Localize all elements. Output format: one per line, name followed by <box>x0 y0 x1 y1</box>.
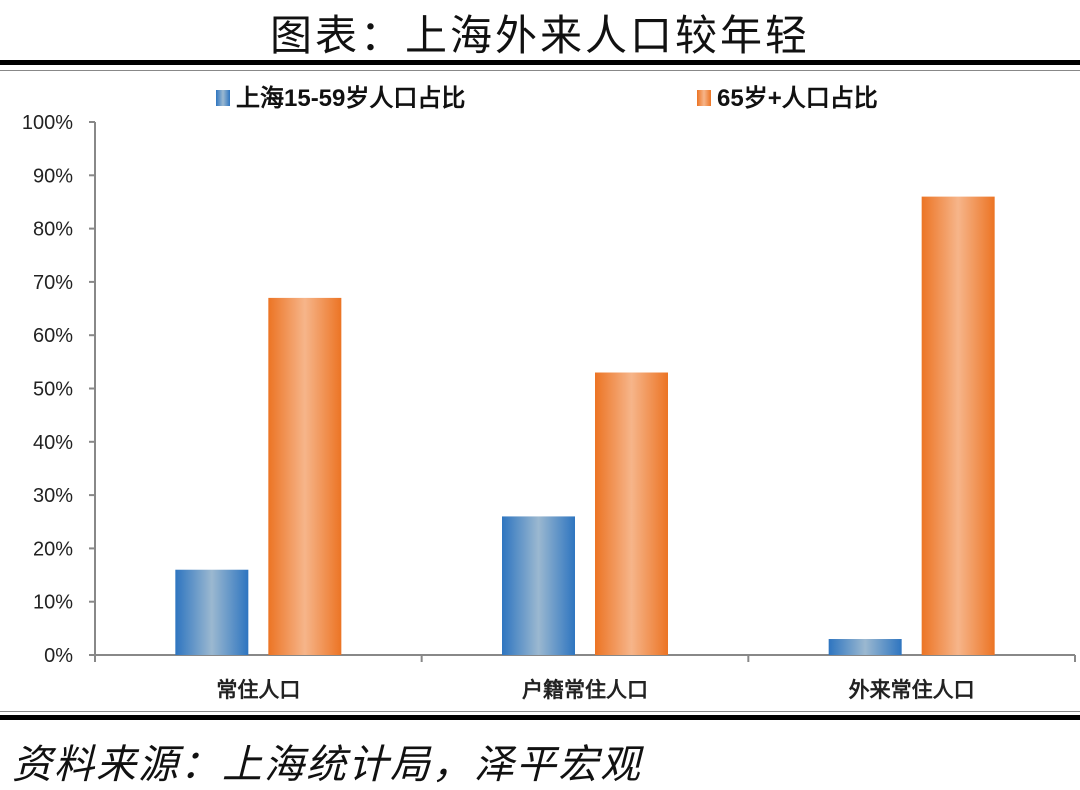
y-tick-label: 20% <box>33 538 73 560</box>
y-tick-label: 10% <box>33 592 73 614</box>
y-tick-label: 100% <box>22 112 73 134</box>
x-tick-label: 常住人口 <box>216 678 300 702</box>
y-tick-label: 30% <box>33 485 73 507</box>
bar-15-59-2 <box>828 639 902 655</box>
bar-15-59-0 <box>175 569 249 655</box>
y-tick-label: 60% <box>33 325 73 347</box>
legend-label: 上海15-59岁人口占比 <box>236 84 465 112</box>
bottom-rule <box>0 715 1080 720</box>
bar-15-59-1 <box>502 516 575 655</box>
legend-swatch <box>697 90 711 106</box>
x-tick-label: 户籍常住人口 <box>522 678 648 702</box>
legend-label: 65岁+人口占比 <box>717 84 878 112</box>
y-tick-label: 70% <box>33 272 73 294</box>
legend-swatch <box>216 90 230 106</box>
y-tick-label: 80% <box>33 219 73 241</box>
bar-65plus-0 <box>268 297 342 655</box>
y-tick-label: 90% <box>33 165 73 187</box>
bar-65plus-1 <box>595 372 668 655</box>
bottom-thin-rule <box>0 711 1080 712</box>
y-tick-label: 50% <box>33 379 73 401</box>
bar-chart: 上海15-59岁人口占比 65岁+人口占比 0% 10% 20% 30% 40% 50% 60… <box>22 84 1076 702</box>
source-note: 资料来源：上海统计局，泽平宏观 <box>12 742 642 788</box>
y-tick-label: 40% <box>33 432 73 454</box>
y-tick-label: 0% <box>44 645 73 667</box>
x-tick-label: 外来常住人口 <box>849 678 975 702</box>
top-thin-rule <box>0 70 1080 71</box>
bar-65plus-2 <box>921 196 995 655</box>
chart-title: 图表：上海外来人口较年轻 <box>269 11 810 60</box>
top-rule <box>0 60 1080 65</box>
